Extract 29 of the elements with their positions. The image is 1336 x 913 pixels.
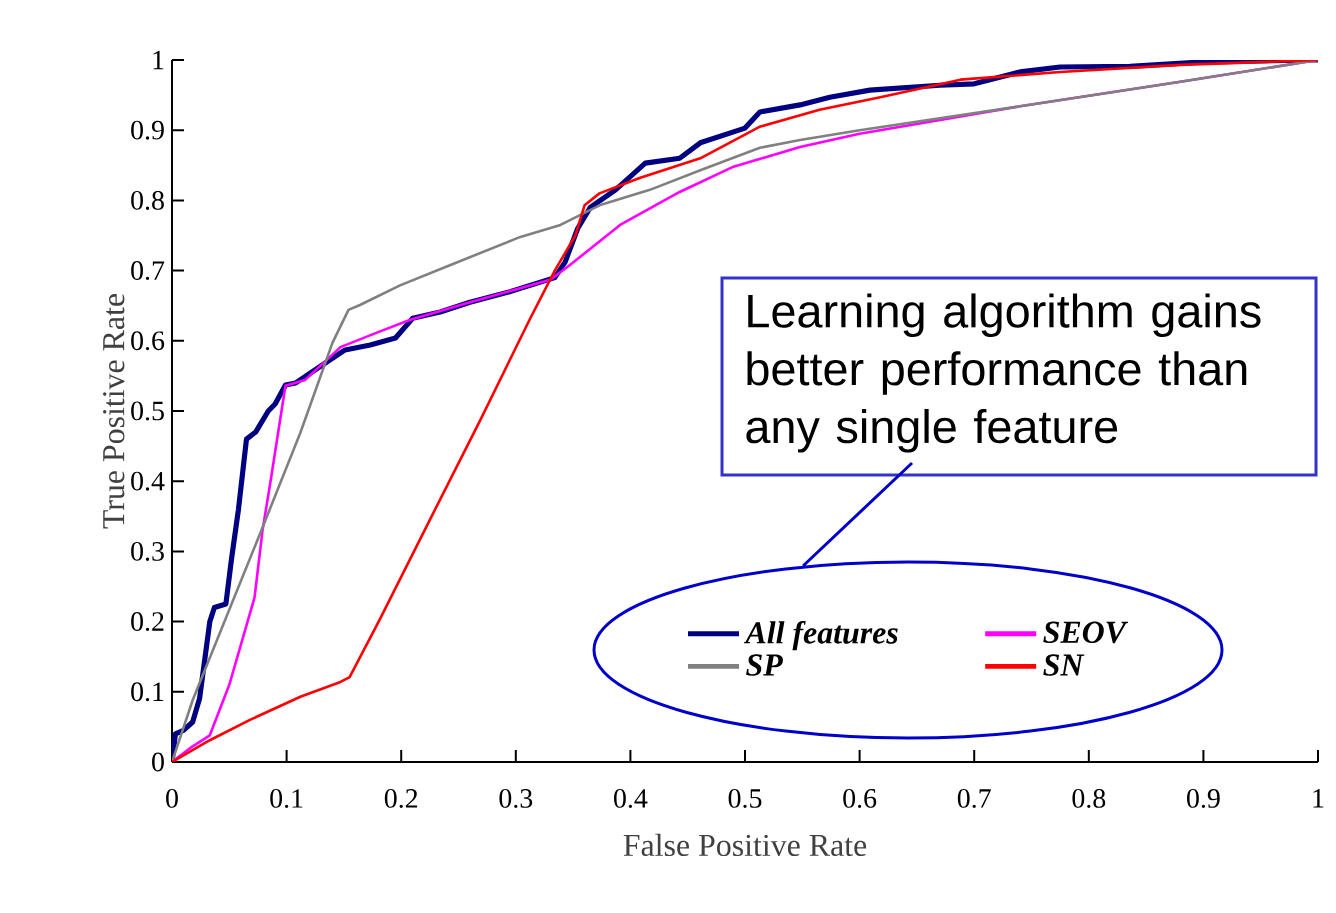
- x-axis-title: False Positive Rate: [623, 833, 867, 857]
- y-axis-title: True Positive Rate: [103, 294, 125, 529]
- x-tick-label: 0.4: [614, 789, 648, 808]
- x-tick-label: 0.3: [499, 789, 533, 808]
- x-tick-label: 0.2: [384, 789, 418, 808]
- y-tick-label: 0: [152, 752, 164, 772]
- y-tick-label: 0.9: [131, 120, 164, 140]
- legend-label: SN: [1043, 654, 1085, 676]
- y-tick-label: 0.4: [131, 471, 165, 491]
- legend-label: All features: [743, 620, 898, 651]
- y-tick-label: 0.2: [131, 612, 164, 632]
- x-tick-label: 0.9: [1187, 789, 1220, 808]
- y-tick-label: 0.1: [131, 682, 164, 702]
- legend-label: SEOV: [1043, 621, 1129, 644]
- y-tick-label: 1: [153, 50, 164, 70]
- x-tick-label: 0.6: [843, 789, 877, 808]
- x-tick-label: 0.1: [270, 789, 303, 808]
- x-tick-label: 0: [166, 789, 178, 808]
- x-tick-label: 0.5: [728, 789, 762, 808]
- legend-label: SP: [746, 654, 783, 676]
- y-tick-label: 0.6: [131, 331, 165, 351]
- x-tick-label: 0.7: [957, 789, 991, 808]
- annotation: Learning algorithm gains better performance than any single feature: [746, 293, 1261, 453]
- x-tick-label: 0.8: [1072, 789, 1106, 808]
- x-tick-label: 1: [1313, 789, 1324, 808]
- y-tick-label: 0.8: [131, 190, 164, 210]
- y-tick-label: 0.7: [131, 261, 165, 281]
- y-tick-label: 0.3: [131, 541, 164, 561]
- y-tick-label: 0.5: [131, 401, 164, 421]
